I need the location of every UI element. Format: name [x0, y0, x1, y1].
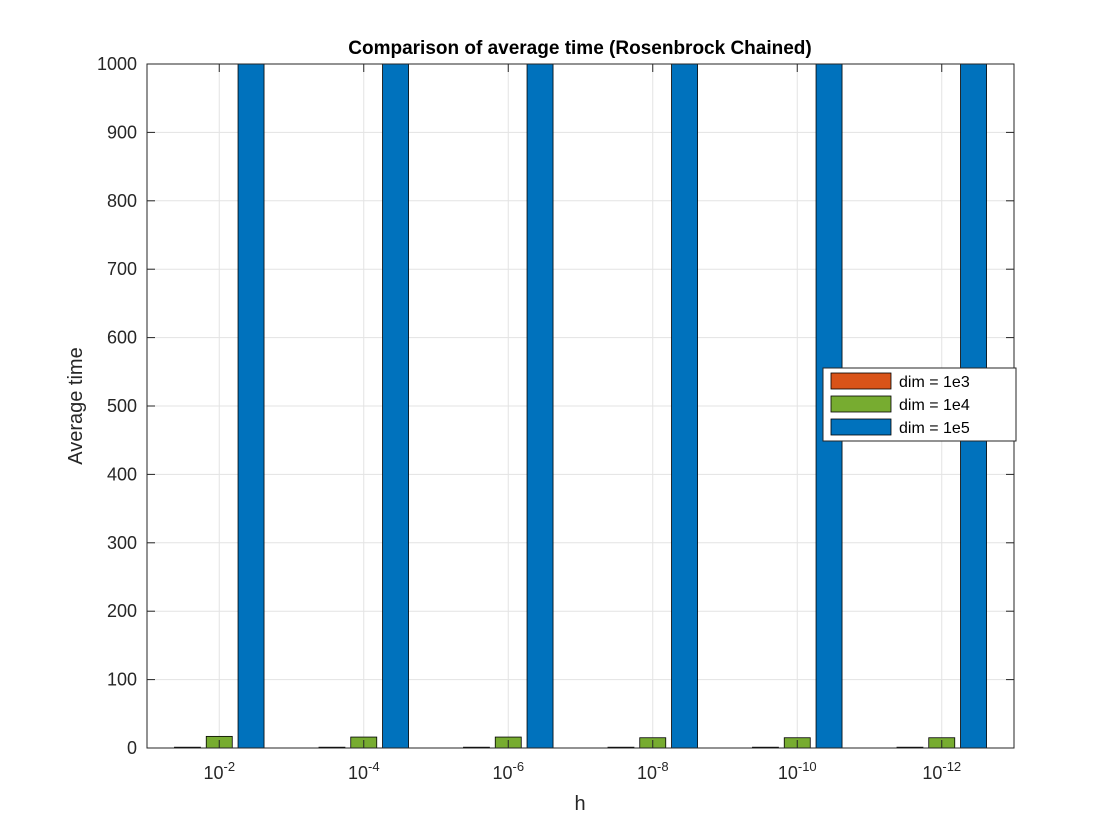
y-tick-label: 100: [107, 670, 137, 690]
x-tick-label: 10-6: [492, 759, 524, 783]
y-tick-labels: 0 100 200 300 400 500 600 700 800 900 1000: [97, 54, 137, 758]
x-tick-label: 10-8: [637, 759, 669, 783]
y-tick-label: 400: [107, 464, 137, 484]
x-tick-label: 10-4: [348, 759, 380, 783]
legend-swatch: [830, 395, 892, 413]
x-axis-title: h: [574, 793, 585, 815]
legend: dim = 1e3 dim = 1e4 dim = 1e5: [822, 367, 1017, 442]
y-axis-title: Average time: [65, 347, 87, 464]
grid-lines: [147, 64, 1014, 748]
bar: [526, 63, 554, 749]
legend-label: dim = 1e3: [899, 374, 970, 391]
bar: [237, 63, 265, 749]
y-tick-label: 600: [107, 328, 137, 348]
x-tick-label: 10-10: [778, 759, 817, 783]
bar: [382, 63, 409, 749]
chart-title: Comparison of average time (Rosenbrock C…: [348, 38, 812, 59]
y-tick-label: 0: [127, 738, 137, 758]
legend-label: dim = 1e5: [899, 420, 970, 437]
y-tick-label: 500: [107, 396, 137, 416]
y-tick-label: 300: [107, 533, 137, 553]
y-tick-label: 1000: [97, 54, 137, 74]
axis-ticks: [147, 63, 1014, 749]
legend-label: dim = 1e4: [899, 397, 970, 414]
y-tick-label: 900: [107, 122, 137, 142]
y-tick-label: 700: [107, 259, 137, 279]
y-tick-label: 800: [107, 191, 137, 211]
y-tick-label: 200: [107, 601, 137, 621]
x-tick-label: 10-2: [203, 759, 235, 783]
x-tick-label: 10-12: [922, 759, 961, 783]
legend-swatch: [830, 372, 892, 390]
x-tick-labels: 10-2 10-4 10-6 10-8 10-10 10-12: [203, 759, 961, 783]
bar: [671, 63, 698, 749]
legend-swatch: [830, 418, 892, 436]
